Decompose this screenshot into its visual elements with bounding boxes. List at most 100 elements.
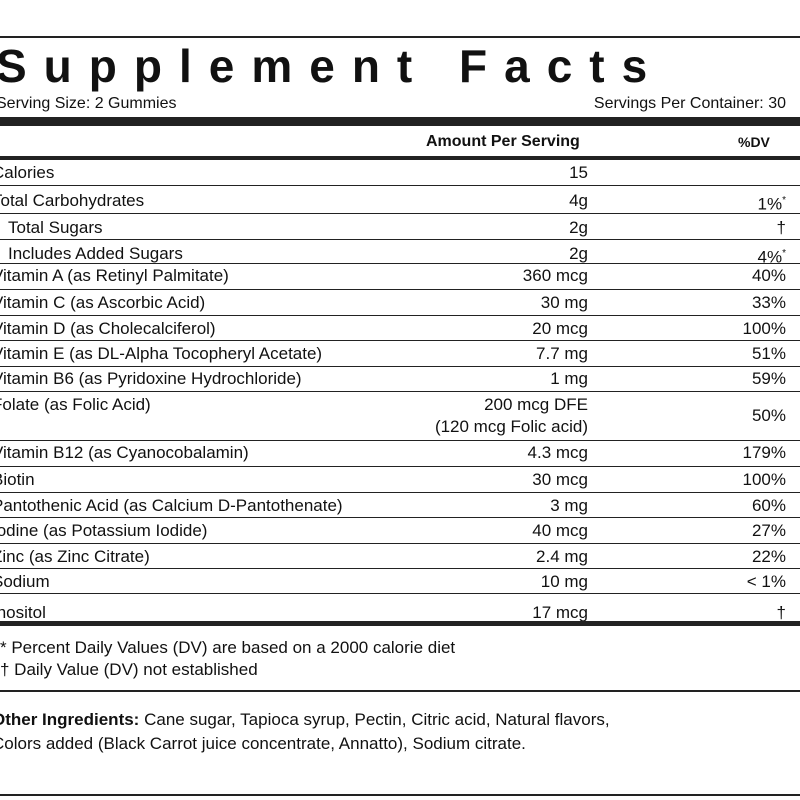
nutrient-dv: 59%: [690, 369, 786, 389]
dv-value: †: [776, 218, 786, 237]
nutrient-amount: 30 mcg: [532, 470, 588, 489]
row-divider: [0, 289, 800, 290]
nutrient-amount: 4g: [569, 191, 588, 210]
row-divider: [0, 239, 800, 240]
nutrient-dv: 27%: [690, 521, 786, 541]
nutrient-name: Biotin: [0, 470, 35, 489]
nutrient-amount: 2g: [569, 244, 588, 263]
nutrient-dv: 50%: [690, 406, 786, 426]
thick-divider-top: [0, 117, 800, 126]
nutrient-name: Zinc (as Zinc Citrate): [0, 547, 150, 566]
row-divider: [0, 366, 800, 367]
dv-value: < 1%: [746, 572, 786, 591]
nutrient-name: Inositol: [0, 603, 46, 622]
column-header-amount: Amount Per Serving: [426, 133, 580, 150]
dv-value: 4%: [757, 247, 783, 267]
nutrient-amount: 15: [569, 163, 588, 182]
nutrient-dv: 60%: [690, 496, 786, 516]
nutrient-name: Vitamin D (as Cholecalciferol): [0, 319, 216, 338]
ingredients-line-2: Colors added (Black Carrot juice concent…: [0, 734, 526, 753]
dv-value: 50%: [751, 406, 786, 425]
ingredients-line-1: Cane sugar, Tapioca syrup, Pectin, Citri…: [139, 710, 610, 729]
nutrient-amount: 20 mcg: [532, 319, 588, 338]
ingredients-label: Other Ingredients:: [0, 710, 140, 729]
dv-value: 27%: [751, 521, 786, 540]
nutrient-amount: 40 mcg: [532, 521, 588, 540]
nutrient-dv: †: [690, 603, 786, 623]
column-header-dv: %DV: [738, 134, 770, 150]
nutrient-name: Sodium: [0, 572, 50, 591]
dv-value: †: [776, 603, 786, 622]
footnote-not-established: † Daily Value (DV) not established: [0, 660, 258, 679]
ingredients-divider: [0, 690, 800, 692]
dv-footnote-mark: *: [782, 195, 786, 206]
row-divider: [0, 466, 800, 467]
nutrient-dv: 100%: [690, 319, 786, 339]
nutrient-dv: 51%: [690, 344, 786, 364]
nutrient-name: Pantothenic Acid (as Calcium D-Pantothen…: [0, 496, 343, 515]
row-divider: [0, 263, 800, 264]
panel-title: Supplement Facts: [0, 40, 665, 92]
servings-per-container: Servings Per Container: 30: [593, 95, 786, 112]
nutrient-name: Vitamin A (as Retinyl Palmitate): [0, 266, 229, 285]
nutrient-name: Vitamin B6 (as Pyridoxine Hydrochloride): [0, 369, 302, 388]
nutrient-amount: 360 mcg: [522, 266, 588, 285]
dv-value: 59%: [751, 369, 786, 388]
nutrient-name: Folate (as Folic Acid): [0, 395, 151, 414]
dv-value: 179%: [742, 443, 786, 462]
dv-value: 22%: [751, 547, 786, 566]
nutrient-dv: 179%: [690, 443, 786, 463]
dv-value: 100%: [742, 470, 786, 489]
row-divider: [0, 440, 800, 441]
footnote-dv: * Percent Daily Values (DV) are based on…: [0, 638, 456, 657]
row-divider: [0, 340, 800, 341]
nutrient-name: Iodine (as Potassium Iodide): [0, 521, 208, 540]
nutrient-amount: 3 mg: [550, 496, 588, 515]
nutrient-name: Total Sugars: [8, 218, 103, 237]
nutrient-amount: 17 mcg: [532, 603, 588, 622]
row-divider: [0, 213, 800, 214]
nutrient-name: Vitamin C (as Ascorbic Acid): [0, 293, 206, 312]
row-divider: [0, 492, 800, 493]
other-ingredients: Other Ingredients: Cane sugar, Tapioca s…: [0, 708, 800, 756]
nutrient-dv: < 1%: [690, 572, 786, 592]
nutrient-amount: 2g: [569, 218, 588, 237]
nutrient-amount: 30 mg: [540, 293, 588, 312]
nutrient-name: Total Carbohydrates: [0, 191, 145, 210]
nutrient-dv: 40%: [690, 266, 786, 286]
row-divider: [0, 391, 800, 392]
serving-size: Serving Size: 2 Gummies: [0, 95, 177, 112]
nutrient-dv: 4%*: [690, 244, 786, 268]
nutrient-amount-detail: (120 mcg Folic acid): [434, 417, 588, 436]
nutrient-amount: 1 mg: [550, 369, 588, 388]
dv-footnote-mark: *: [782, 248, 786, 259]
nutrient-name: Includes Added Sugars: [8, 244, 183, 263]
dv-value: 33%: [751, 293, 786, 312]
header-divider: [0, 156, 800, 160]
dv-value: 60%: [751, 496, 786, 515]
nutrient-amount: 4.3 mcg: [527, 443, 588, 462]
row-divider: [0, 315, 800, 316]
nutrient-dv: 33%: [690, 293, 786, 313]
nutrient-amount: 7.7 mg: [536, 344, 588, 363]
row-divider: [0, 185, 800, 186]
nutrient-amount: 200 mcg DFE: [484, 395, 588, 414]
nutrient-name: Vitamin E (as DL-Alpha Tocopheryl Acetat…: [0, 344, 323, 363]
nutrient-dv: 1%*: [690, 191, 786, 215]
dv-value: 40%: [751, 266, 786, 285]
nutrient-dv: 22%: [690, 547, 786, 567]
thick-divider-bottom: [0, 621, 800, 626]
row-divider: [0, 517, 800, 518]
row-divider: [0, 543, 800, 544]
dv-value: 51%: [751, 344, 786, 363]
nutrient-amount: 2.4 mg: [536, 547, 588, 566]
row-divider: [0, 568, 800, 569]
dv-value: 100%: [742, 319, 786, 338]
dv-value: 1%: [757, 194, 783, 214]
nutrient-amount: 10 mg: [540, 572, 588, 591]
row-divider: [0, 593, 800, 594]
nutrient-name: Vitamin B12 (as Cyanocobalamin): [0, 443, 249, 462]
nutrient-dv: †: [690, 218, 786, 238]
nutrient-dv: 100%: [690, 470, 786, 490]
nutrient-name: Calories: [0, 163, 55, 182]
